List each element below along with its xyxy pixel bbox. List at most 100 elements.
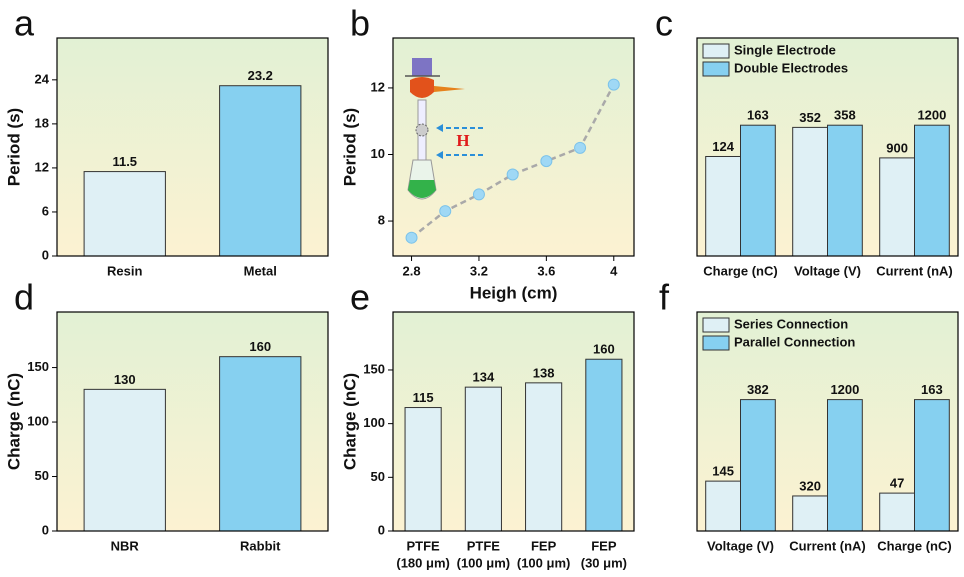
value-label: 23.2 bbox=[248, 68, 273, 83]
y-tick-label: 150 bbox=[27, 359, 49, 374]
y-tick-label: 12 bbox=[371, 79, 385, 94]
x-tick-label: PTFE bbox=[467, 538, 501, 553]
x-axis-title: Heigh (cm) bbox=[470, 283, 558, 302]
legend-label: Parallel Connection bbox=[734, 334, 855, 349]
value-label: 47 bbox=[890, 476, 904, 491]
y-axis-title: Period (s) bbox=[340, 108, 359, 186]
value-label: 138 bbox=[533, 365, 555, 380]
bar bbox=[792, 126, 829, 257]
x-tick-label: PTFE bbox=[407, 538, 441, 553]
y-tick-label: 18 bbox=[35, 115, 49, 130]
x-tick-label: NBR bbox=[111, 538, 140, 553]
bar bbox=[585, 358, 623, 532]
plot-frame bbox=[696, 37, 959, 257]
bar bbox=[705, 480, 742, 532]
y-tick-label: 0 bbox=[378, 522, 385, 537]
bar bbox=[83, 171, 166, 257]
bar bbox=[827, 399, 863, 532]
value-label: 124 bbox=[712, 139, 734, 154]
plot-frame bbox=[392, 37, 635, 257]
x-tick-label: FEP bbox=[531, 538, 557, 553]
panel-label: a bbox=[14, 3, 35, 44]
bar bbox=[792, 495, 829, 532]
value-label: 115 bbox=[413, 390, 434, 405]
data-point bbox=[574, 141, 587, 154]
value-label: 1200 bbox=[830, 382, 859, 397]
panel-label: f bbox=[659, 277, 670, 318]
bar bbox=[83, 388, 166, 532]
bar bbox=[219, 85, 302, 257]
value-label: 160 bbox=[593, 342, 615, 357]
height-label: H bbox=[456, 131, 469, 150]
x-tick-label: Metal bbox=[244, 263, 277, 278]
y-axis-title: Charge (nC) bbox=[340, 373, 359, 470]
value-label: 320 bbox=[799, 478, 821, 493]
x-tick-label: Current (nA) bbox=[876, 263, 953, 278]
x-tick-label: Charge (nC) bbox=[703, 263, 777, 278]
panel-label: e bbox=[350, 277, 370, 318]
arrow-head bbox=[436, 124, 443, 132]
legend-label: Double Electrodes bbox=[734, 60, 848, 75]
plot-background bbox=[393, 38, 634, 256]
x-tick-label: Resin bbox=[107, 263, 142, 278]
data-point bbox=[405, 231, 418, 244]
bar bbox=[914, 124, 950, 257]
y-axis-title: Charge (nC) bbox=[4, 373, 23, 470]
data-point bbox=[439, 205, 452, 218]
x-tick-label: (100 μm) bbox=[517, 555, 570, 570]
legend-swatch bbox=[702, 335, 730, 351]
bar bbox=[827, 124, 863, 257]
arrow-head bbox=[436, 151, 443, 159]
spout bbox=[434, 86, 465, 92]
plot-frame bbox=[696, 311, 959, 532]
x-tick-label: Charge (nC) bbox=[877, 538, 951, 553]
y-tick-label: 100 bbox=[363, 415, 385, 430]
cap bbox=[412, 58, 432, 76]
y-tick-label: 6 bbox=[42, 203, 49, 218]
y-tick-label: 8 bbox=[378, 212, 385, 227]
value-label: 382 bbox=[747, 382, 769, 397]
x-tick-label: Rabbit bbox=[240, 538, 281, 553]
bar bbox=[879, 492, 916, 532]
value-label: 352 bbox=[799, 110, 821, 125]
data-point bbox=[506, 168, 519, 181]
y-tick-label: 50 bbox=[371, 469, 385, 484]
y-tick-label: 0 bbox=[42, 522, 49, 537]
value-label: 163 bbox=[747, 108, 769, 123]
x-tick-label: Voltage (V) bbox=[794, 263, 861, 278]
value-label: 134 bbox=[473, 370, 495, 385]
y-axis-title: Period (s) bbox=[4, 108, 23, 186]
plot-frame bbox=[392, 311, 635, 532]
legend-swatch bbox=[702, 317, 730, 333]
value-label: 900 bbox=[886, 140, 908, 155]
bar bbox=[705, 155, 742, 257]
liquid bbox=[408, 180, 436, 198]
x-tick-label: 3.2 bbox=[470, 263, 488, 278]
x-tick-label: (30 μm) bbox=[581, 555, 627, 570]
legend-label: Single Electrode bbox=[734, 42, 836, 57]
value-label: 1200 bbox=[917, 108, 946, 123]
plot-frame bbox=[56, 311, 329, 532]
bar bbox=[404, 407, 442, 532]
y-tick-label: 0 bbox=[42, 247, 49, 262]
bar bbox=[914, 399, 950, 532]
nozzle bbox=[410, 77, 434, 98]
bar bbox=[740, 399, 776, 532]
y-tick-label: 24 bbox=[35, 71, 50, 86]
panel-label: c bbox=[655, 3, 673, 44]
value-label: 358 bbox=[834, 108, 856, 123]
panel-label: d bbox=[14, 277, 34, 318]
data-point bbox=[540, 155, 553, 168]
value-label: 145 bbox=[712, 464, 734, 479]
apparatus-illustration: H bbox=[405, 58, 483, 200]
y-tick-label: 10 bbox=[371, 146, 385, 161]
value-label: 163 bbox=[921, 382, 943, 397]
x-tick-label: (100 μm) bbox=[457, 555, 510, 570]
droplet bbox=[415, 123, 429, 137]
x-tick-label: 4 bbox=[610, 263, 618, 278]
y-tick-label: 50 bbox=[35, 468, 49, 483]
panel-label: b bbox=[350, 3, 370, 44]
y-tick-label: 100 bbox=[27, 413, 49, 428]
legend-swatch bbox=[702, 43, 730, 59]
